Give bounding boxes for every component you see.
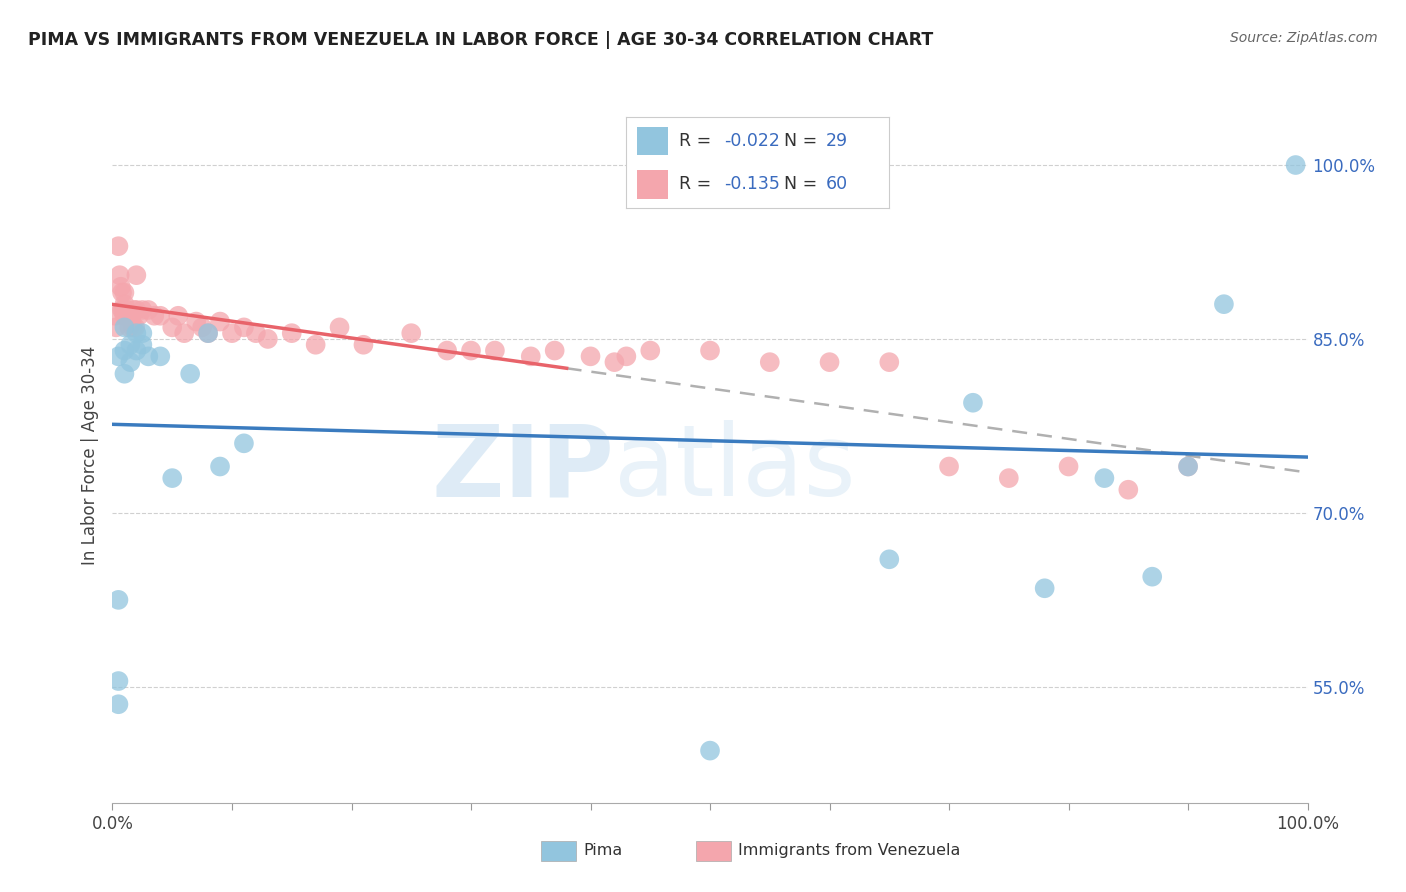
Point [257,332,280,346]
Point [120,355,142,369]
Point [120,309,142,323]
Point [208,459,231,474]
Point [232,320,256,334]
Point [108,268,131,282]
Point [125,268,148,282]
Point [938,459,960,474]
Point [122,303,145,318]
Point [179,367,201,381]
Point [245,326,267,341]
Point [1033,582,1056,596]
Point [484,343,506,358]
Point [1140,569,1163,583]
Point [143,309,166,323]
Text: Source: ZipAtlas.com: Source: ZipAtlas.com [1230,31,1378,45]
Point [162,320,183,334]
Point [131,338,153,352]
Point [114,343,135,358]
Point [107,350,129,364]
Point [117,309,139,323]
Point [877,355,900,369]
Point [118,320,141,334]
Point [352,338,374,352]
Point [699,744,721,758]
Point [115,303,138,318]
Point [114,285,135,300]
Point [114,367,135,381]
Point [112,303,135,318]
Point [232,436,256,450]
Point [114,297,135,311]
Point [114,309,135,323]
Point [401,326,423,341]
Point [162,471,183,485]
Point [328,320,352,334]
Point [131,303,153,318]
Point [105,320,128,334]
Point [121,315,143,329]
Y-axis label: In Labor Force | Age 30-34: In Labor Force | Age 30-34 [80,345,98,565]
Text: atlas: atlas [614,420,856,517]
Point [1177,459,1199,474]
Point [221,326,243,341]
Point [1212,297,1236,311]
Point [107,592,129,607]
Point [131,326,153,341]
Point [186,315,208,329]
Point [543,343,565,358]
Point [138,303,160,318]
Point [167,309,190,323]
Point [759,355,782,369]
Point [107,239,129,253]
Point [460,343,482,358]
Point [998,471,1021,485]
Point [125,343,148,358]
Point [877,552,900,566]
Point [1057,459,1080,474]
Point [197,326,219,341]
Text: ZIP: ZIP [432,420,614,517]
Point [579,350,602,364]
Point [962,396,984,410]
Point [1285,158,1308,172]
Point [699,343,721,358]
Point [107,698,129,712]
Point [520,350,543,364]
Point [614,350,637,364]
Point [304,338,326,352]
Point [111,285,134,300]
Point [149,350,172,364]
Point [436,343,458,358]
Point [281,326,304,341]
Point [208,315,231,329]
Point [107,674,129,689]
Point [110,280,132,294]
Point [128,309,150,323]
Point [1092,471,1115,485]
Point [111,303,134,318]
Point [1177,459,1199,474]
Point [638,343,662,358]
Text: Immigrants from Venezuela: Immigrants from Venezuela [738,844,960,858]
Point [125,303,148,318]
Point [138,350,160,364]
Point [120,338,142,352]
Point [121,320,143,334]
Point [104,309,127,323]
Point [173,326,195,341]
Point [603,355,626,369]
Point [197,326,219,341]
Point [818,355,841,369]
Point [149,309,172,323]
Point [1116,483,1139,497]
Point [114,320,135,334]
Point [191,320,214,334]
Text: Pima: Pima [583,844,623,858]
Point [124,320,146,334]
Text: PIMA VS IMMIGRANTS FROM VENEZUELA IN LABOR FORCE | AGE 30-34 CORRELATION CHART: PIMA VS IMMIGRANTS FROM VENEZUELA IN LAB… [28,31,934,49]
Point [125,326,148,341]
